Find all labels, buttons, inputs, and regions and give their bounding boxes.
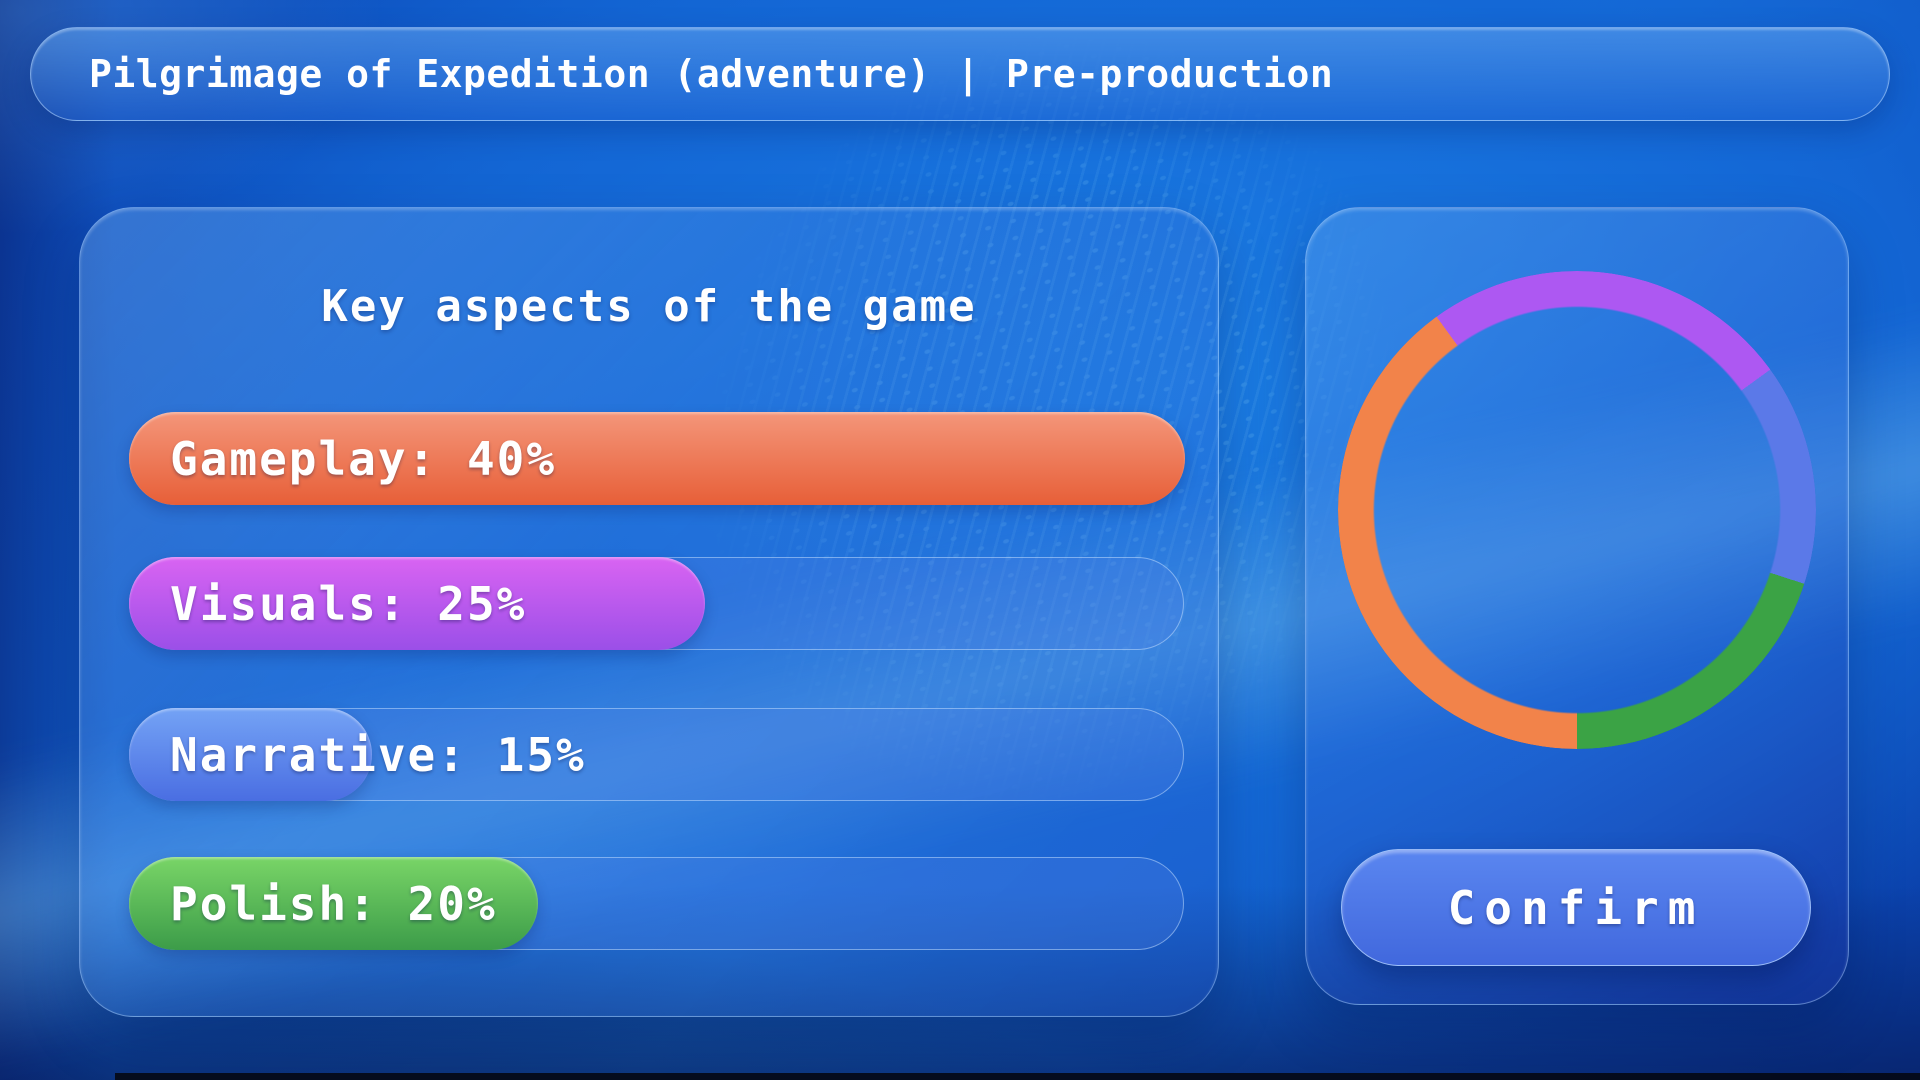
- summary-panel: Confirm: [1305, 207, 1849, 1005]
- aspect-bar-gameplay[interactable]: Gameplay: 40%: [128, 411, 1185, 505]
- stage-label: Pre-production: [1006, 52, 1334, 96]
- aspect-bar-polish[interactable]: Polish: 20%: [128, 856, 1184, 950]
- aspect-bar-narrative-label: Narrative: 15%: [170, 728, 586, 782]
- bottom-edge-strip: [115, 1073, 1920, 1080]
- aspect-bar-visuals-fill: [128, 556, 706, 650]
- aspects-donut-chart: [1338, 271, 1816, 749]
- aspect-bar-gameplay-fill: [128, 411, 1185, 505]
- aspect-bar-polish-fill: [128, 856, 538, 950]
- project-title: Pilgrimage of Expedition (adventure): [89, 52, 931, 96]
- aspect-bar-narrative-fill: [128, 707, 372, 801]
- aspect-bar-visuals[interactable]: Visuals: 25%: [128, 556, 1184, 650]
- title-separator: |: [956, 52, 980, 96]
- aspect-bar-gameplay-label: Gameplay: 40%: [170, 432, 557, 486]
- aspect-bar-narrative[interactable]: Narrative: 15%: [128, 707, 1184, 801]
- confirm-button-label: Confirm: [1447, 880, 1705, 935]
- aspects-panel: Key aspects of the game Gameplay: 40% Vi…: [79, 207, 1219, 1017]
- aspect-bar-visuals-label: Visuals: 25%: [170, 577, 527, 631]
- title-bar: Pilgrimage of Expedition (adventure) | P…: [30, 27, 1890, 121]
- confirm-button[interactable]: Confirm: [1341, 849, 1811, 966]
- aspect-bar-polish-label: Polish: 20%: [170, 877, 497, 931]
- aspects-panel-title: Key aspects of the game: [321, 281, 977, 332]
